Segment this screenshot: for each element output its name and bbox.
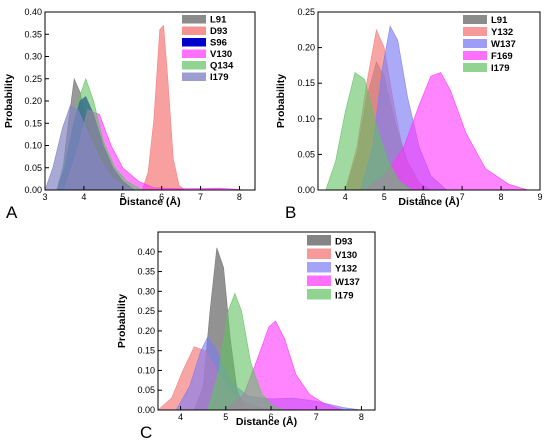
x-tick-label: 7 [460, 192, 465, 202]
y-tick-label: 0.20 [24, 96, 42, 106]
legend-label: L91 [491, 15, 508, 26]
legend-swatch [182, 26, 206, 35]
legend-label: Y132 [491, 27, 513, 38]
y-tick-label: 0.25 [137, 306, 155, 316]
panel-label: A [6, 203, 18, 222]
legend-swatch [307, 289, 331, 300]
legend-label: I179 [335, 291, 354, 302]
legend-label: I179 [210, 72, 229, 83]
legend-swatch [307, 248, 331, 259]
x-tick-label: 8 [359, 412, 364, 422]
series-area-i179 [44, 105, 135, 191]
panel-c: 4 5 6 7 8 0.00 0.05 0.10 0.15 0.20 0.25 0.30 0.35 0.4… [116, 231, 376, 441]
legend: D93 V130 Y132 W137 I179 [307, 235, 360, 302]
legend-label: V130 [210, 49, 232, 60]
legend-label: W137 [335, 277, 360, 288]
y-tick-label: 0.20 [297, 43, 315, 53]
y-tick-label: 0.05 [24, 163, 42, 173]
x-tick-label: 4 [178, 412, 183, 422]
y-tick-label: 0.20 [137, 326, 155, 336]
legend-label: L91 [210, 15, 227, 26]
legend-swatch [182, 61, 206, 70]
series-area-i179 [325, 71, 413, 191]
legend-label: Q134 [210, 61, 234, 72]
y-tick-label: 0.00 [297, 185, 315, 195]
panel-label: B [285, 203, 296, 222]
y-tick-label: 0.15 [137, 346, 155, 356]
legend-swatch [307, 235, 331, 246]
plot-frame [317, 11, 541, 191]
series-area-d93 [141, 24, 186, 191]
y-tick-label: 0.40 [24, 7, 42, 17]
legend-label: S96 [210, 38, 227, 49]
y-tick-label: 0.10 [137, 365, 155, 375]
series-area-f169 [363, 72, 529, 191]
x-tick-label: 7 [314, 412, 319, 422]
legend-label: Y132 [335, 264, 357, 275]
y-tick-label: 0.35 [24, 29, 42, 39]
x-axis-label: Distance (Å) [398, 195, 459, 208]
x-tick-label: 6 [159, 192, 164, 202]
legend-swatch [307, 262, 331, 273]
y-tick-label: 0.10 [297, 114, 315, 124]
y-tick-label: 0.05 [297, 149, 315, 159]
x-tick-label: 7 [198, 192, 203, 202]
series-area-i179 [207, 292, 285, 411]
x-tick-label: 5 [223, 412, 228, 422]
y-axis-label: Probability [275, 74, 287, 128]
x-tick-label: 4 [81, 192, 86, 202]
x-axis-label: Distance (Å) [236, 415, 297, 428]
legend-swatch [463, 15, 487, 24]
x-tick-label: 3 [42, 192, 47, 202]
legend-swatch [463, 39, 487, 48]
y-tick-label: 0.35 [137, 267, 155, 277]
y-tick-label: 0.15 [297, 78, 315, 88]
legend-label: V130 [335, 250, 357, 261]
y-tick-label: 0.10 [24, 141, 42, 151]
x-axis-label: Distance (Å) [119, 195, 180, 208]
legend-label: I179 [491, 63, 510, 74]
legend-swatch [182, 15, 206, 24]
y-tick-label: 0.40 [137, 247, 155, 257]
x-tick-label: 5 [120, 192, 125, 202]
legend-label: F169 [491, 51, 513, 62]
panel-a: 3 4 5 6 7 8 0.00 0.05 0.10 0.15 0.20 0.25 0.30 0.35 0.… [3, 7, 256, 222]
x-tick-label: 5 [382, 192, 387, 202]
legend-swatch [463, 51, 487, 60]
y-tick-label: 0.30 [24, 52, 42, 62]
legend-swatch [463, 63, 487, 72]
legend-swatch [182, 72, 206, 81]
legend-label: D93 [335, 237, 352, 248]
y-tick-label: 0.30 [137, 286, 155, 296]
x-tick-label: 6 [421, 192, 426, 202]
panel-b: 4 5 6 7 8 9 0.00 0.05 0.10 0.15 0.20 0.25 Distance (… [275, 7, 543, 222]
y-tick-label: 0.25 [297, 7, 315, 17]
y-tick-label: 0.00 [24, 185, 42, 195]
x-tick-label: 4 [343, 192, 348, 202]
y-tick-label: 0.05 [137, 385, 155, 395]
plot-frame [157, 231, 376, 411]
legend-swatch [463, 27, 487, 36]
panel-label: C [140, 423, 152, 441]
x-tick-label: 8 [237, 192, 242, 202]
y-tick-label: 0.25 [24, 74, 42, 84]
y-axis-label: Probability [3, 74, 15, 128]
x-tick-label: 8 [499, 192, 504, 202]
legend-swatch [307, 275, 331, 286]
y-axis-label: Probability [116, 294, 128, 348]
y-tick-label: 0.00 [137, 405, 155, 415]
x-tick-label: 6 [269, 412, 274, 422]
legend-swatch [182, 38, 206, 47]
legend-swatch [182, 49, 206, 58]
x-tick-label: 9 [537, 192, 542, 202]
legend-label: W137 [491, 39, 516, 50]
y-tick-label: 0.15 [24, 118, 42, 128]
legend-label: D93 [210, 26, 227, 37]
